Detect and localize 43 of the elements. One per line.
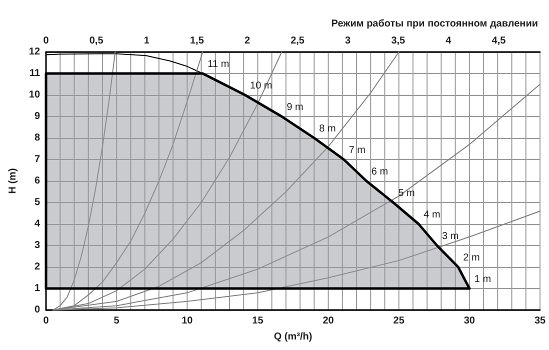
x-tick-label: 0 — [43, 316, 50, 326]
y-tick-label: 0 — [34, 304, 40, 316]
x-tick-label: 25 — [393, 316, 405, 326]
annotation: 2 m — [463, 252, 480, 264]
y-tick-label: 7 — [34, 154, 40, 165]
annotation: 7 m — [348, 145, 366, 156]
x2-tick-label: 1 — [144, 36, 150, 46]
y-tick-label: 10 — [28, 90, 40, 100]
y-tick-label: 12 — [28, 46, 40, 58]
x-tick-label: 5 — [114, 316, 120, 326]
x2-tick-label: 1,5 — [190, 36, 204, 46]
x2-tick-label: 3 — [345, 36, 352, 46]
x-axis-title: Q (m³/h) — [274, 332, 312, 342]
annotation: 9 m — [286, 102, 304, 113]
annotation: 1 m — [474, 274, 492, 285]
y-tick-label: 11 — [29, 68, 40, 79]
y-tick-label: 6 — [34, 176, 40, 186]
x2-tick-label: 0,5 — [89, 36, 104, 46]
annotation: 3 m — [442, 231, 459, 242]
annotation: 11 m — [208, 59, 230, 70]
x2-tick-label: 0 — [43, 36, 50, 46]
annotation: 6 m — [371, 166, 388, 178]
x-tick-label: 10 — [182, 316, 194, 326]
x2-tick-label: 2,5 — [290, 36, 305, 46]
chart-title: Режим работы при постоянном давлении — [331, 18, 538, 30]
x2-tick-label: 3,5 — [391, 36, 406, 46]
x-tick-label: 20 — [322, 316, 334, 326]
annotation: 4 m — [424, 210, 440, 220]
y-tick-label: 2 — [34, 262, 40, 272]
y-tick-label: 8 — [34, 132, 40, 144]
y-tick-label: 9 — [34, 111, 40, 122]
x-tick-label: 15 — [252, 316, 264, 326]
y-tick-label: 1 — [34, 283, 40, 294]
x-tick-label: 35 — [534, 316, 546, 326]
y-tick-label: 5 — [34, 197, 40, 208]
y-tick-label: 4 — [34, 218, 40, 230]
y-tick-label: 3 — [34, 240, 40, 251]
x2-tick-label: 4 — [446, 36, 452, 46]
y-axis-title: H (m) — [8, 168, 18, 194]
x2-tick-label: 4,5 — [492, 36, 506, 46]
x-tick-label: 30 — [464, 316, 476, 326]
annotation: 8 m — [319, 124, 336, 134]
x2-tick-label: 2 — [244, 36, 250, 46]
